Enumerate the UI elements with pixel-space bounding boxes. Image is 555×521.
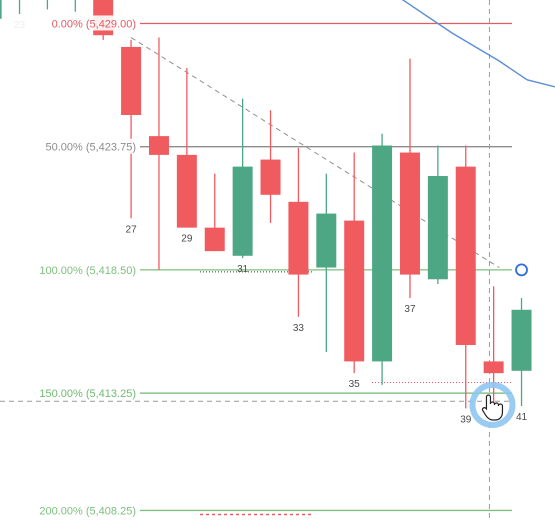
candle-body: [204, 227, 225, 252]
fib-label-background: [10, 138, 134, 154]
candle-body: [148, 136, 169, 155]
cursor-overlay: [469, 263, 528, 428]
hand-cursor-icon: [481, 394, 504, 421]
candle-body: [427, 176, 448, 280]
bar-number-label: 27: [126, 224, 138, 235]
bar-number-label: 29: [181, 234, 193, 245]
fib-level-label: 100.00% (5,418.50): [39, 265, 136, 277]
candle-body: [0, 0, 2, 19]
candle-body: [121, 46, 142, 115]
candles: [0, 0, 532, 409]
candle-body: [344, 220, 365, 362]
fib-label-background: [10, 15, 134, 31]
fib-level-label: 50.00% (5,423.75): [45, 142, 136, 154]
fib-label-background: [10, 385, 134, 401]
bar-number-label: 33: [293, 323, 305, 334]
bar-number-label: 35: [349, 379, 361, 390]
candle-body: [483, 361, 504, 374]
fib-level-label: 150.00% (5,413.25): [39, 388, 136, 400]
bar-number-label: 41: [516, 412, 528, 423]
candle-body: [455, 166, 476, 345]
candle-body: [372, 145, 393, 362]
fib-level-label: 0.00% (5,429.00): [52, 18, 136, 30]
candle-body: [232, 166, 253, 256]
bar-number-label: 31: [237, 264, 249, 275]
fib-label-background: [10, 261, 134, 277]
drawing-anchor-point: [515, 263, 528, 277]
bar-number-label: 37: [404, 304, 416, 315]
candle-body: [260, 159, 281, 195]
fib-label-background: [10, 502, 134, 518]
candle-body: [176, 154, 197, 228]
cursor-highlight-ring: [469, 381, 516, 428]
fibonacci-level-labels: 0.00% (5,429.00) 50.00% (5,423.75) 100.00%…: [10, 15, 136, 518]
candle-body: [316, 213, 337, 268]
fib-level-label: 200.00% (5,408.25): [39, 505, 136, 517]
moving-average-line: [401, 0, 555, 88]
candle-body: [288, 201, 309, 275]
candle-body: [511, 309, 532, 371]
candle-body: [399, 152, 420, 275]
bar-number-label: 39: [460, 414, 472, 425]
